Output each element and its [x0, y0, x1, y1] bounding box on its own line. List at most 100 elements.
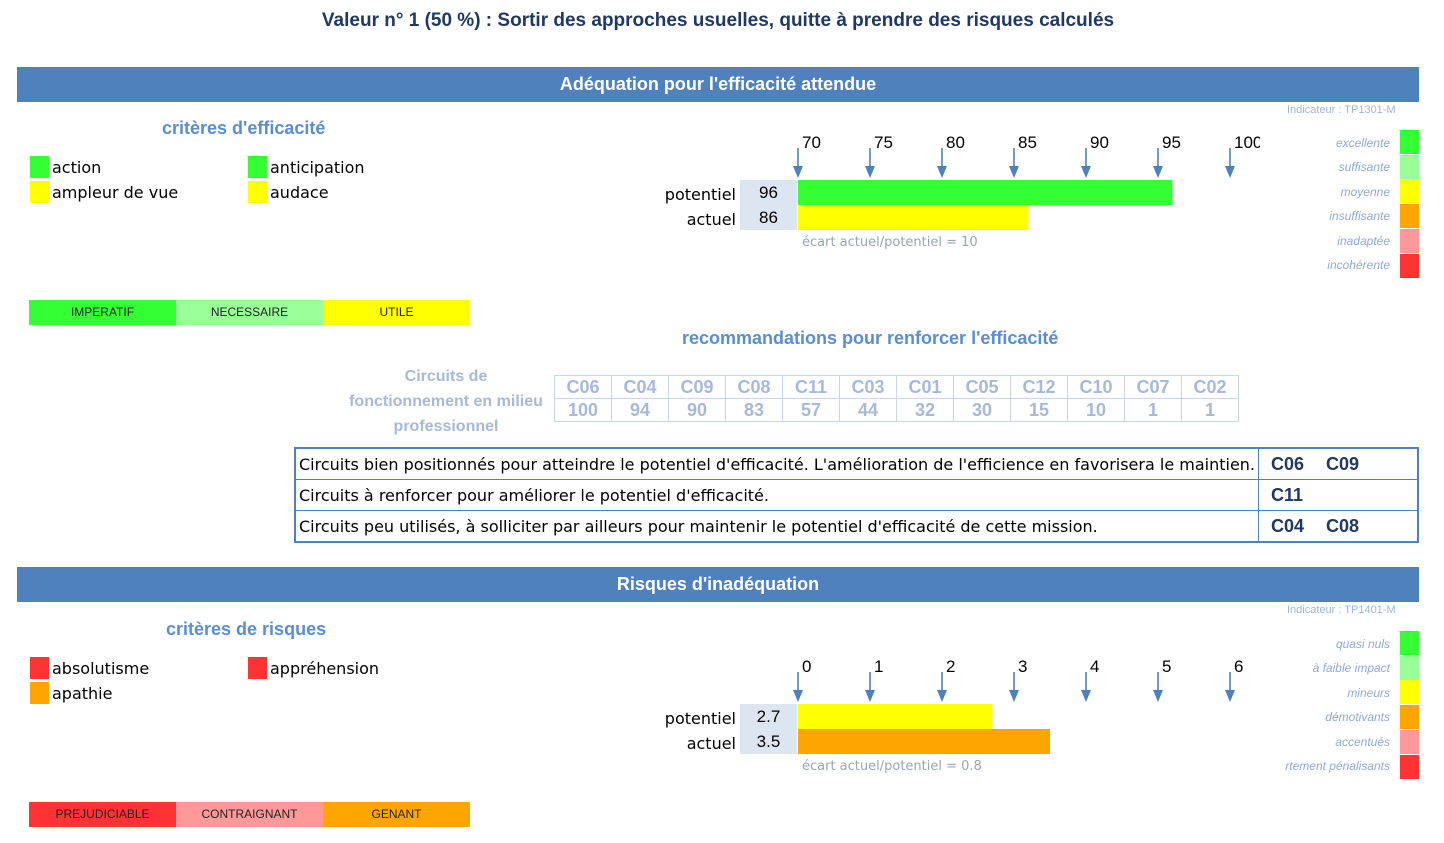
- recommendation-code: C04: [1271, 515, 1305, 536]
- circuit-score: 57: [782, 398, 840, 422]
- tick-arrow-head: [1081, 690, 1091, 702]
- chart-bar-actuel: [798, 729, 1050, 754]
- tick-label: 70: [802, 133, 821, 152]
- risks-scale-legend: quasi nuls à faible impact mineurs démot…: [1240, 631, 1420, 781]
- circuits-label-line: fonctionnement en milieu: [349, 393, 543, 410]
- recommendation-codes: C04 C08: [1258, 510, 1419, 543]
- circuit-score: 90: [668, 398, 726, 422]
- tick-label: 0: [802, 657, 811, 676]
- recommendation-code: C08: [1326, 515, 1360, 536]
- recommendation-row: Circuits peu utilisés, à solliciter par …: [294, 510, 1419, 543]
- circuit-code: C05: [953, 375, 1011, 399]
- efficacy-section-header: Adéquation pour l'efficacité attendue: [17, 67, 1419, 102]
- chart-category-label: actuel: [686, 210, 736, 229]
- circuit-score: 100: [554, 398, 612, 422]
- risks-criteria-title: critères de risques: [166, 619, 327, 639]
- scale-label: inadaptée: [1337, 234, 1390, 248]
- circuits-codes-row: C06 C04 C09 C08 C11 C03 C01 C05 C12 C10 …: [554, 375, 1239, 399]
- priority-prejudiciable: PREJUDICIABLE: [29, 802, 176, 827]
- risks-chart: potentiel actuel 2.7 3.5 0 1 2 3 4 5 6: [600, 652, 1260, 777]
- tick-arrow-head: [1225, 166, 1235, 178]
- criterion-swatch: [248, 156, 267, 178]
- circuit-score: 1: [1181, 398, 1239, 422]
- circuit-code: C02: [1181, 375, 1239, 399]
- tick-arrow-head: [1009, 690, 1019, 702]
- scale-swatch: [1400, 680, 1419, 704]
- scale-swatch: [1400, 254, 1419, 278]
- tick-label: 4: [1090, 657, 1099, 676]
- scale-swatch: [1400, 631, 1419, 655]
- efficacy-indicator: Indicateur : TP1301-M: [1287, 104, 1396, 116]
- circuit-score: 10: [1067, 398, 1125, 422]
- tick-label: 90: [1090, 133, 1109, 152]
- recommendations-title: recommandations pour renforcer l'efficac…: [682, 328, 1059, 348]
- criterion-label: ampleur de vue: [52, 183, 179, 202]
- chart-bar-potentiel: [798, 180, 1173, 205]
- scale-label: démotivants: [1325, 710, 1390, 724]
- priority-genant: GENANT: [323, 802, 470, 827]
- tick-arrow-head: [1153, 690, 1163, 702]
- chart-value-label: 2.7: [740, 704, 797, 729]
- circuits-table: C06 C04 C09 C08 C11 C03 C01 C05 C12 C10 …: [554, 375, 1239, 422]
- tick-arrow-head: [1153, 166, 1163, 178]
- circuits-label: Circuits de fonctionnement en milieu pro…: [336, 364, 556, 439]
- circuit-score: 94: [611, 398, 669, 422]
- scale-swatch: [1400, 204, 1419, 228]
- circuit-code: C07: [1124, 375, 1182, 399]
- circuit-score: 44: [839, 398, 897, 422]
- recommendation-codes: C06 C09: [1258, 447, 1419, 480]
- tick-label: 80: [946, 133, 965, 152]
- efficacy-criteria-list: action anticipation ampleur de vue audac…: [30, 156, 450, 206]
- recommendation-text: Circuits à renforcer pour améliorer le p…: [294, 479, 1260, 511]
- priority-necessaire: NECESSAIRE: [176, 300, 323, 325]
- criterion-label: appréhension: [270, 659, 380, 678]
- tick-label: 2: [946, 657, 955, 676]
- efficacy-criteria-title: critères d'efficacité: [162, 118, 326, 138]
- tick-arrow-head: [1009, 166, 1019, 178]
- circuit-code: C03: [839, 375, 897, 399]
- criterion-swatch: [248, 657, 267, 679]
- criterion-label: absolutisme: [52, 659, 150, 678]
- scale-swatch: [1400, 229, 1419, 253]
- tick-label: 1: [874, 657, 883, 676]
- tick-label: 6: [1234, 657, 1243, 676]
- tick-arrow-head: [937, 166, 947, 178]
- scale-swatch: [1400, 755, 1419, 779]
- circuit-code: C12: [1010, 375, 1068, 399]
- risks-criteria-list: absolutisme appréhension apathie: [30, 657, 450, 707]
- recommendation-row: Circuits à renforcer pour améliorer le p…: [294, 479, 1419, 511]
- recommendation-codes: C11: [1258, 479, 1419, 511]
- circuit-code: C06: [554, 375, 612, 399]
- scale-label: suffisante: [1338, 160, 1390, 174]
- chart-category-label: actuel: [686, 734, 736, 753]
- chart-category-label: potentiel: [664, 185, 736, 204]
- scale-swatch: [1400, 730, 1419, 754]
- tick-arrow-head: [865, 166, 875, 178]
- risks-ecart: écart actuel/potentiel = 0.8: [802, 759, 982, 774]
- scale-label: excellente: [1335, 136, 1390, 150]
- scale-label: moyenne: [1340, 185, 1390, 199]
- chart-bar-actuel: [798, 205, 1029, 230]
- circuit-score: 83: [725, 398, 783, 422]
- tick-arrow-head: [937, 690, 947, 702]
- circuit-code: C11: [782, 375, 840, 399]
- efficacy-priority-legend: IMPERATIF NECESSAIRE UTILE: [29, 300, 470, 325]
- scale-swatch: [1400, 705, 1419, 729]
- scale-label: rtement pénalisants: [1285, 759, 1390, 773]
- scale-label: incohérente: [1327, 258, 1390, 272]
- recommendation-text: Circuits peu utilisés, à solliciter par …: [294, 510, 1260, 543]
- circuit-score: 32: [896, 398, 954, 422]
- recommendation-row: Circuits bien positionnés pour atteindre…: [294, 447, 1419, 480]
- chart-category-label: potentiel: [664, 709, 736, 728]
- scale-swatch: [1400, 179, 1419, 203]
- criterion-swatch: [30, 682, 49, 704]
- circuit-code: C08: [725, 375, 783, 399]
- criterion-swatch: [30, 156, 49, 178]
- recommendation-code: C06: [1271, 453, 1305, 474]
- recommendations-table: Circuits bien positionnés pour atteindre…: [294, 447, 1419, 543]
- criterion-label: action: [52, 158, 102, 177]
- criterion-label: apathie: [52, 684, 113, 703]
- chart-value-label: 3.5: [740, 729, 797, 754]
- efficacy-chart-svg: 70 75 80 85 90 95 100: [793, 133, 1260, 230]
- circuit-code: C09: [668, 375, 726, 399]
